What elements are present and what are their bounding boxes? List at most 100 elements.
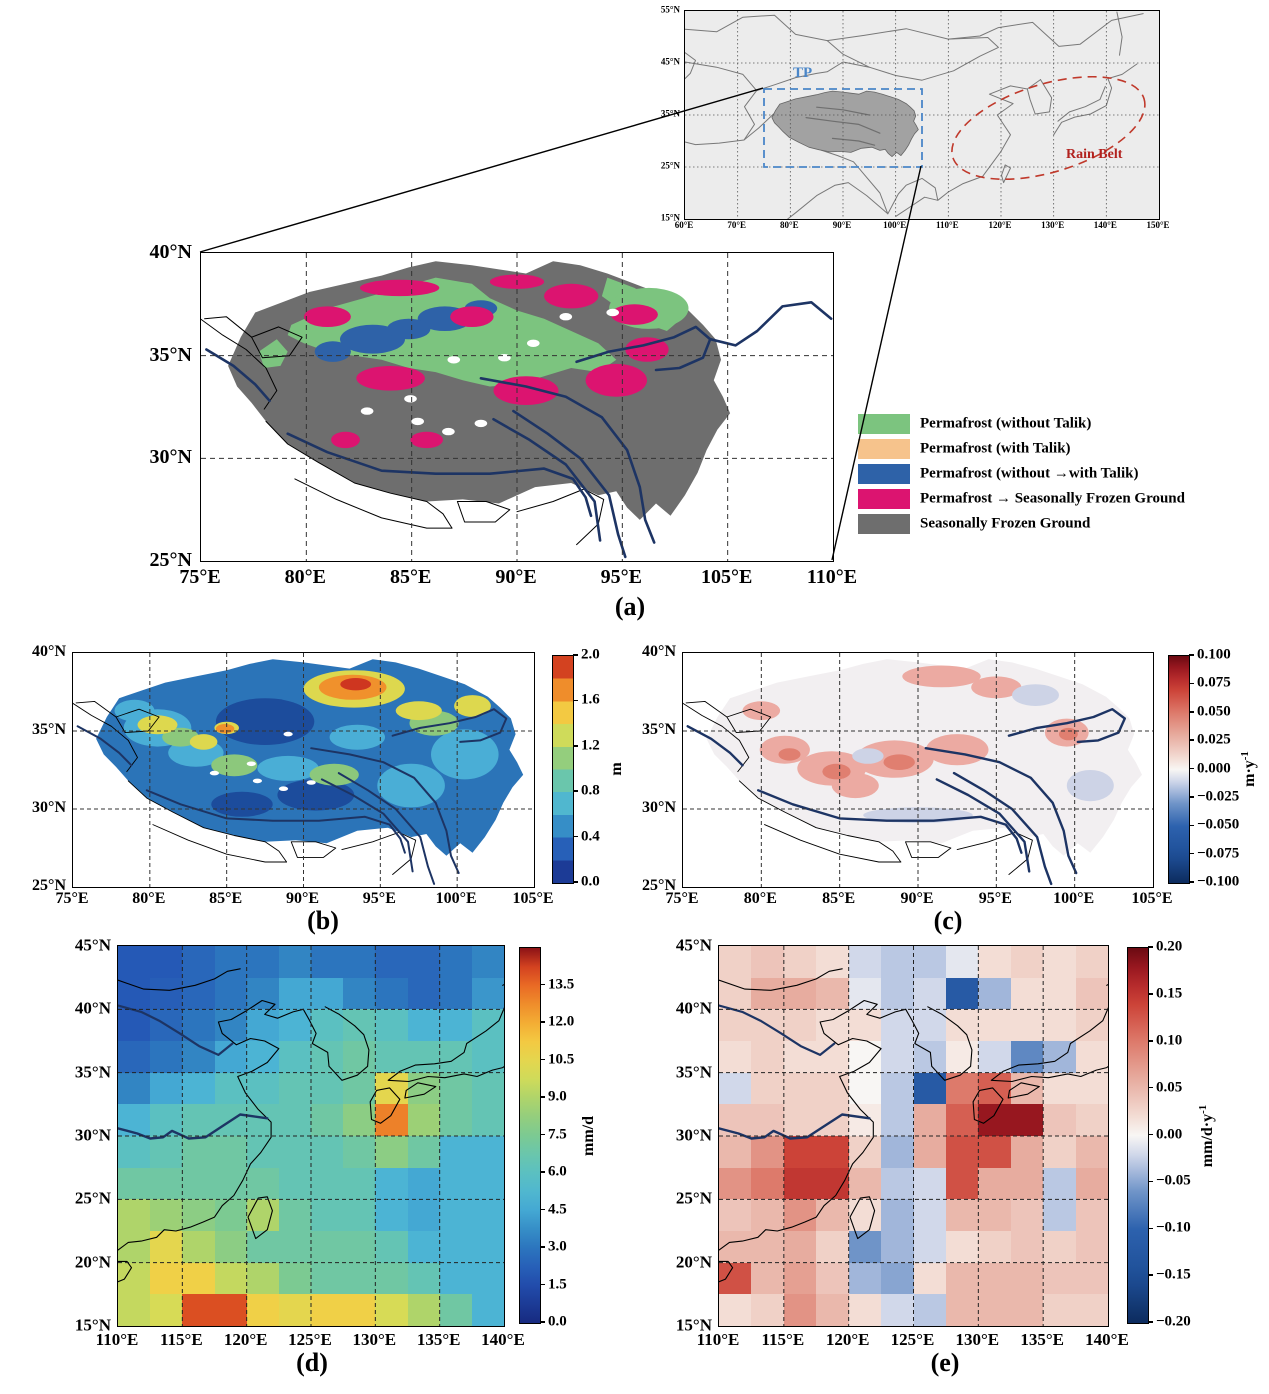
map-shape (115, 708, 160, 734)
panel-e-heatmap-y-tick-label: 35°N (675, 1062, 712, 1082)
map-shape (391, 708, 508, 743)
map-shape (559, 313, 573, 321)
map-shape (118, 1113, 269, 1140)
panel-c-y-tick-label: 35°N (642, 721, 676, 738)
map-shape (502, 983, 504, 986)
heatmap-cell (1010, 1167, 1044, 1201)
heatmap-cell (913, 946, 947, 979)
heatmap-cell (439, 946, 473, 979)
heatmap-cell (1043, 1041, 1077, 1074)
map-shape (137, 715, 178, 735)
map-shape (340, 678, 372, 691)
heatmap-cell (182, 1136, 216, 1169)
panel_c-colorbar-tick-label: −0.050 (1197, 816, 1240, 833)
colorbar-unit-d: mm/d (580, 1116, 598, 1156)
heatmap-cell (1010, 1262, 1044, 1296)
map-shape (118, 999, 304, 1251)
heatmap-cell (881, 977, 915, 1011)
panel_d-colorbar-tick (540, 1171, 545, 1173)
map-shape (822, 763, 851, 780)
heatmap-cell (439, 1262, 473, 1296)
panel_d-colorbar-tick-label: 10.5 (548, 1051, 575, 1067)
map-shape (925, 734, 989, 766)
heatmap-cell (881, 1167, 915, 1201)
panel-a-x-tick-label: 95°E (600, 566, 642, 588)
panel-a-x-tick-label: 85°E (389, 566, 432, 588)
heatmap-cell (1010, 1199, 1044, 1232)
heatmap-cell (978, 1041, 1012, 1074)
heatmap-cell (881, 1041, 915, 1074)
heatmap-cell (1043, 1009, 1077, 1042)
heatmap-cell (816, 1167, 850, 1201)
map-shape (431, 729, 499, 780)
map-shape (442, 427, 455, 436)
panel_c-colorbar-tick-label: −0.100 (1197, 873, 1240, 890)
panel-d-heatmap-x-tick-label: 115°E (159, 1330, 203, 1349)
panel-a-y-tick-label: 25°N (149, 549, 192, 571)
map-shape (849, 1196, 876, 1240)
heatmap-cell (1010, 1231, 1044, 1264)
panel-e-heatmap-x-tick-label: 135°E (1020, 1330, 1064, 1349)
panel-b-y-tick-label: 25°N (32, 877, 66, 894)
heatmap-cell (881, 1262, 915, 1296)
map-shape (905, 841, 952, 858)
heatmap-cell (719, 1294, 753, 1326)
heatmap-cell (1075, 946, 1108, 979)
heatmap-cell (783, 977, 817, 1011)
map-shape (73, 702, 138, 773)
heatmap-cell (913, 1072, 947, 1106)
map-shape (454, 695, 491, 717)
map-svg (719, 946, 1108, 1326)
panel-b-x-tick-label: 100°E (435, 890, 477, 907)
map-shape (303, 306, 351, 327)
heatmap-cell (783, 1262, 817, 1296)
map-shape (685, 13, 1144, 47)
heatmap-cell (182, 1167, 216, 1201)
panel-d-heatmap-y-tick-label: 35°N (74, 1062, 111, 1082)
panel-d-heatmap (117, 945, 505, 1327)
map-shape (211, 791, 273, 817)
heatmap-cell (913, 1262, 947, 1296)
panel-d-heatmap-x-tick-label: 130°E (352, 1330, 397, 1349)
heatmap-cell (246, 1167, 280, 1201)
heatmap-cell (214, 1294, 248, 1326)
heatmap-cell (945, 946, 980, 979)
map-shape (685, 700, 728, 718)
heatmap-cell (375, 1294, 409, 1326)
heatmap-cell (118, 1136, 151, 1169)
heatmap-cell (246, 1231, 280, 1264)
heatmap-cell (407, 1104, 441, 1137)
heatmap-cell (150, 1167, 184, 1201)
overview-y-tick-label: 55°N (660, 4, 680, 15)
heatmap-cell (407, 1167, 441, 1201)
heatmap-cell (278, 1231, 312, 1264)
panel_e-colorbar-tick (1148, 1321, 1153, 1323)
overview-x-tick-label: 110°E (936, 220, 959, 230)
heatmap-cell (375, 977, 409, 1011)
heatmap-cell (182, 1262, 216, 1296)
map-shape (895, 79, 1041, 217)
panel-a-y-tick-label: 35°N (149, 343, 192, 366)
heatmap-cell (214, 977, 248, 1011)
heatmap-cell (719, 1167, 753, 1201)
map-shape (258, 339, 288, 368)
heatmap-cell (816, 1294, 850, 1326)
panel-a-y-tick-label: 30°N (149, 446, 192, 469)
panel_c-colorbar-tick (1189, 796, 1194, 798)
panel_b-colorbar-tick-label: 0.8 (581, 782, 600, 799)
heatmap-cell (343, 1009, 377, 1042)
map-shape (805, 117, 881, 134)
overview-x-tick-label: 140°E (1093, 220, 1117, 230)
map-shape (204, 316, 253, 338)
heatmap-cell (150, 946, 184, 979)
heatmap-cell (246, 1136, 280, 1169)
heatmap-cell (1075, 1231, 1108, 1264)
overview-y-tick-label: 15°N (660, 212, 680, 223)
heatmap-cell (751, 1104, 785, 1137)
map-shape (756, 61, 870, 92)
legend-swatch (858, 464, 910, 484)
panel_d-colorbar-tick (540, 1133, 545, 1136)
map-shape (356, 366, 425, 391)
heatmap-cell (278, 1262, 312, 1296)
map-shape (341, 831, 417, 875)
